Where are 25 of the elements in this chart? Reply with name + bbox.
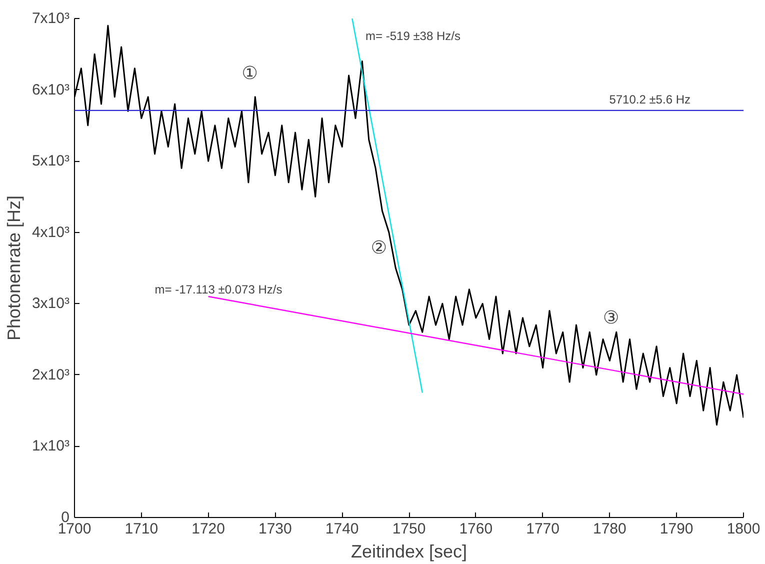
y-tick-label: 5x10³ (32, 152, 70, 170)
x-tick-label: 1760 (459, 520, 493, 538)
x-axis-title: Zeitindex [sec] (350, 542, 468, 562)
x-tick-label: 1730 (258, 520, 292, 538)
ref-line-label: 5710.2 ±5.6 Hz (609, 92, 690, 106)
y-tick-label: 6x10³ (32, 81, 70, 98)
y-axis-title: Photonenrate [Hz] (4, 195, 24, 341)
y-tick-label: 7x10³ (32, 10, 70, 27)
annotation: ② (370, 238, 388, 259)
x-tick-label: 1750 (392, 520, 426, 538)
annotation: m= -519 ±38 Hz/s (366, 28, 460, 43)
x-tick-label: 1720 (192, 520, 225, 538)
y-tick-label: 2x10³ (32, 366, 70, 384)
x-tick-label: 1780 (593, 520, 626, 538)
annotation: ③ (603, 307, 620, 328)
y-tick-label: 4x10³ (32, 224, 70, 241)
x-tick-label: 1770 (526, 520, 560, 538)
x-tick-label: 1710 (124, 520, 158, 538)
annotation: ① (242, 62, 258, 84)
x-tick-label: 1790 (660, 520, 694, 538)
y-tick-label: 1x10³ (32, 438, 70, 455)
y-tick-label: 3x10³ (32, 295, 70, 312)
annotation: m= -17.113 ±0.073 Hz/s (154, 282, 282, 296)
x-tick-label: 1740 (325, 520, 359, 538)
x-tick-label: 1800 (726, 520, 760, 538)
